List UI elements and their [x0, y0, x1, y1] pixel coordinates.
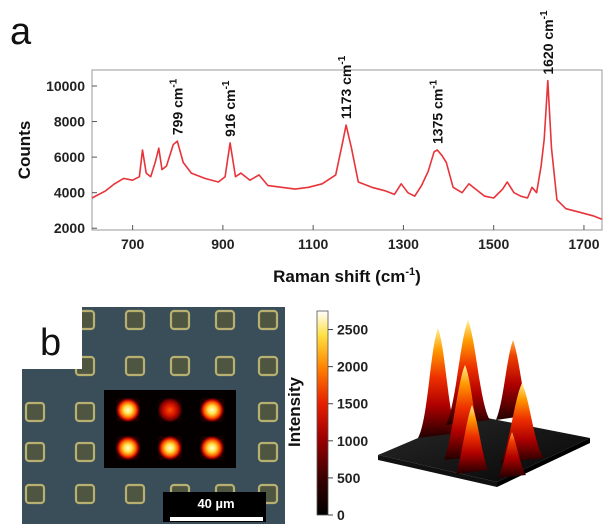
surface-3d-plot [378, 320, 590, 487]
pillar [74, 441, 96, 463]
x-tick-label: 1500 [478, 236, 509, 252]
pillar [74, 483, 96, 505]
scale-bar-label: 40 µm [197, 496, 234, 511]
map-spot [200, 436, 224, 460]
peak-label: 916 cm-1 [221, 80, 238, 137]
optical-micrograph: 40 µm [22, 307, 285, 524]
surface-peak [456, 405, 488, 474]
y-tick-label: 10000 [46, 78, 85, 94]
x-tick-label: 1100 [298, 236, 329, 252]
panel-a-label: a [10, 11, 32, 53]
pillar [257, 401, 279, 423]
pillar [24, 441, 46, 463]
map-spot [116, 436, 140, 460]
pillar [24, 401, 46, 423]
surface-peak [498, 432, 526, 478]
surface-peak [418, 328, 458, 438]
pillar [214, 309, 236, 331]
pillar [74, 401, 96, 423]
pillar [24, 483, 46, 505]
colorbar-tick-label: 2000 [337, 359, 368, 375]
x-tick-label: 700 [121, 236, 145, 252]
x-tick-label: 1700 [568, 236, 599, 252]
peak-label: 799 cm-1 [168, 78, 185, 135]
series-line [91, 79, 603, 221]
colorbar: 0 500 1000 1500 2000 2500 Intensity [285, 310, 368, 523]
y-axis-title: Counts [15, 121, 34, 180]
colorbar-tick-label: 0 [337, 507, 345, 523]
map-spot [158, 398, 182, 422]
map-spot [116, 398, 140, 422]
colorbar-title: Intensity [285, 377, 304, 447]
map-spot [158, 436, 182, 460]
y-tick-label: 4000 [54, 185, 85, 201]
map-spot [200, 398, 224, 422]
colorbar-tick-label: 1500 [337, 396, 368, 412]
colorbar-tick-label: 500 [337, 470, 361, 486]
pillar [257, 355, 279, 377]
pillar [257, 309, 279, 331]
plot-frame [91, 69, 603, 231]
pillar [169, 355, 191, 377]
colorbar-tick-label: 2500 [337, 322, 368, 338]
y-tick-label: 2000 [54, 220, 85, 236]
pillar [124, 483, 146, 505]
raman-spectrum-chart: 700 900 1100 1300 1500 1700 2000 4000 6000 8000 1… [15, 10, 603, 286]
y-tick-label: 8000 [54, 114, 85, 130]
pillar [124, 355, 146, 377]
peak-label: 1375 cm-1 [428, 79, 445, 144]
x-axis-title: Raman shift (cm-1) [273, 266, 421, 286]
x-tick-label: 900 [211, 236, 235, 252]
pillar [124, 309, 146, 331]
scale-bar [170, 517, 263, 521]
peak-label: 1620 cm-1 [539, 10, 556, 75]
y-tick-label: 6000 [54, 149, 85, 165]
x-tick-label: 1300 [388, 236, 419, 252]
pillar [257, 441, 279, 463]
panel-b-label: b [40, 322, 61, 364]
peak-label: 1173 cm-1 [337, 55, 354, 119]
pillar [214, 355, 236, 377]
colorbar-tick-label: 1000 [337, 433, 368, 449]
pillar [169, 309, 191, 331]
